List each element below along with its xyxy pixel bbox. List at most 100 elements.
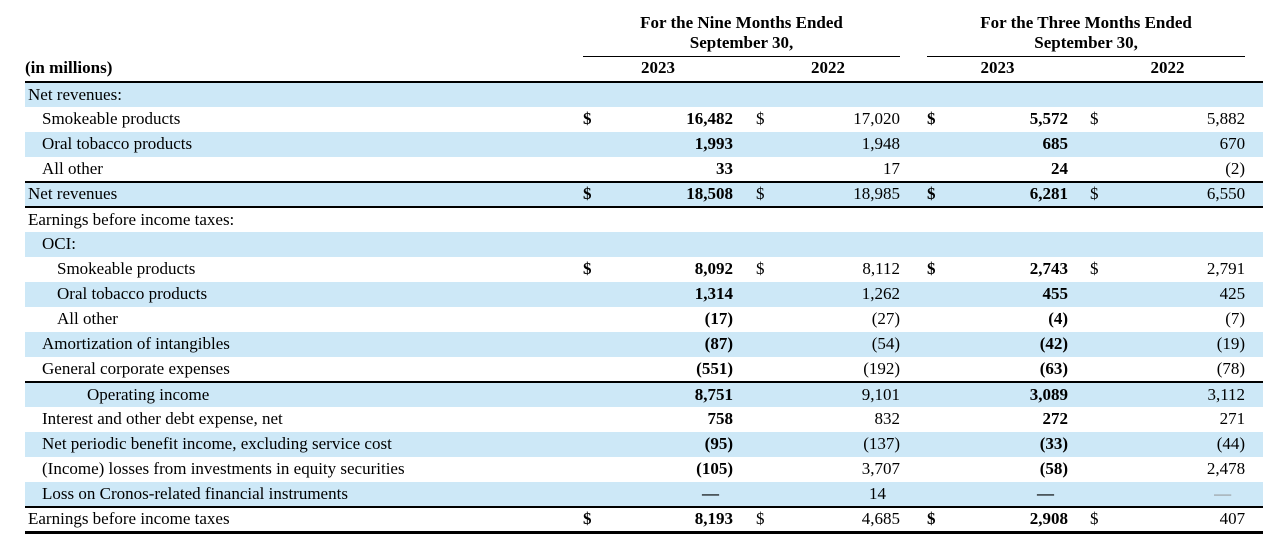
dollar-sign-cell xyxy=(756,357,778,382)
year-header-nine-2022: 2022 xyxy=(811,58,846,78)
spacer-cell xyxy=(1245,407,1263,432)
spacer-cell xyxy=(1245,307,1263,332)
value-cell: 14 xyxy=(869,483,887,503)
row-label: Interest and other debt expense, net xyxy=(42,409,283,429)
column-group-header-row: For the Nine Months Ended September 30, … xyxy=(25,10,1263,57)
spacer-cell xyxy=(900,407,927,432)
dollar-sign-cell: $ xyxy=(583,259,592,279)
row-label: Net periodic benefit income, excluding s… xyxy=(42,434,392,454)
value-cell: (33) xyxy=(1039,434,1069,454)
dollar-sign-cell xyxy=(583,357,605,382)
dollar-sign-cell xyxy=(1090,407,1112,432)
value-cell: 1,993 xyxy=(694,134,733,154)
spacer-cell xyxy=(1068,207,1090,232)
dollar-sign-cell xyxy=(927,407,949,432)
dollar-sign-cell xyxy=(756,457,778,482)
dollar-sign-cell xyxy=(756,382,778,407)
dollar-sign-cell xyxy=(583,482,605,507)
spacer-cell xyxy=(900,82,927,107)
value-cell: 5,882 xyxy=(1206,109,1246,129)
dollar-sign-cell: $ xyxy=(1090,259,1099,279)
dollar-sign-cell xyxy=(927,157,949,182)
dollar-sign-cell xyxy=(927,307,949,332)
value-cell: 24 xyxy=(1051,158,1069,178)
dollar-sign-cell xyxy=(583,132,605,157)
value-cell: 272 xyxy=(1042,409,1069,429)
header-spacer xyxy=(25,10,583,56)
value-cell: (19) xyxy=(1216,334,1246,354)
dollar-sign-cell xyxy=(1090,307,1112,332)
dollar-sign-cell xyxy=(927,482,949,507)
value-cell: (87) xyxy=(704,334,733,354)
value-cell: 33 xyxy=(716,158,733,178)
value-cell xyxy=(778,82,900,107)
dollar-sign-cell xyxy=(927,82,949,107)
spacer-cell xyxy=(1245,332,1263,357)
spacer-cell xyxy=(1068,507,1090,532)
dollar-sign-cell xyxy=(1090,482,1112,507)
table-row: All other 33 17 24 (2) xyxy=(25,157,1263,182)
value-cell: 1,314 xyxy=(694,284,733,304)
value-cell: (58) xyxy=(1039,459,1069,479)
dollar-sign-cell xyxy=(1090,457,1112,482)
spacer-cell xyxy=(900,157,927,182)
spacer-cell xyxy=(1245,107,1263,132)
dollar-sign-cell xyxy=(756,132,778,157)
dollar-sign-cell xyxy=(927,432,949,457)
value-cell: (78) xyxy=(1216,358,1246,378)
row-label: All other xyxy=(57,309,118,329)
row-label: General corporate expenses xyxy=(42,358,230,378)
spacer-cell xyxy=(1245,257,1263,282)
spacer-cell xyxy=(733,157,756,182)
dollar-sign-cell xyxy=(927,332,949,357)
spacer-cell xyxy=(900,482,927,507)
value-cell: 16,482 xyxy=(686,109,733,129)
value-cell: (54) xyxy=(871,334,901,354)
spacer-cell xyxy=(900,457,927,482)
spacer-cell xyxy=(733,332,756,357)
table-row: Interest and other debt expense, net 758 8… xyxy=(25,407,1263,432)
spacer-cell xyxy=(1068,357,1090,382)
dollar-sign-cell: $ xyxy=(756,109,765,129)
row-label: Net revenues xyxy=(28,184,118,204)
dollar-sign-cell xyxy=(927,457,949,482)
year-header-three-2023: 2023 xyxy=(980,58,1015,78)
value-cell: 758 xyxy=(707,409,734,429)
spacer-cell xyxy=(1245,457,1263,482)
header-spacer xyxy=(900,56,927,82)
value-cell: 425 xyxy=(1219,284,1246,304)
spacer-cell xyxy=(1068,257,1090,282)
value-cell xyxy=(605,232,733,257)
value-cell: (44) xyxy=(1216,434,1246,454)
dollar-sign-cell xyxy=(1090,232,1112,257)
dollar-sign-cell xyxy=(583,82,605,107)
table-row: (Income) losses from investments in equi… xyxy=(25,457,1263,482)
dollar-sign-cell xyxy=(756,482,778,507)
header-spacer xyxy=(1245,56,1263,82)
table-row: Smokeable products $8,092 $8,112 $2,743 $2,7… xyxy=(25,257,1263,282)
row-label: Oral tobacco products xyxy=(57,284,208,304)
dollar-sign-cell: $ xyxy=(1090,109,1099,129)
value-cell: 3,089 xyxy=(1029,384,1069,404)
dollar-sign-cell xyxy=(756,407,778,432)
dollar-sign-cell xyxy=(927,132,949,157)
segment-results-table: For the Nine Months Ended September 30, … xyxy=(25,10,1264,534)
spacer-cell xyxy=(1245,157,1263,182)
dollar-sign-cell xyxy=(583,307,605,332)
value-cell: 271 xyxy=(1219,409,1246,429)
unit-label: (in millions) xyxy=(25,58,113,78)
dollar-sign-cell: $ xyxy=(927,508,936,528)
value-cell: 832 xyxy=(874,409,901,429)
value-cell: 9,101 xyxy=(861,384,901,404)
spacer-cell xyxy=(733,407,756,432)
value-cell: 8,092 xyxy=(694,259,733,279)
dollar-sign-cell xyxy=(583,457,605,482)
spacer-cell xyxy=(733,82,756,107)
group-title-line1: For the Three Months Ended xyxy=(980,13,1192,33)
spacer-cell xyxy=(733,457,756,482)
spacer-cell xyxy=(1068,457,1090,482)
dollar-sign-cell xyxy=(1090,207,1112,232)
dollar-sign-cell xyxy=(927,232,949,257)
spacer-cell xyxy=(733,107,756,132)
